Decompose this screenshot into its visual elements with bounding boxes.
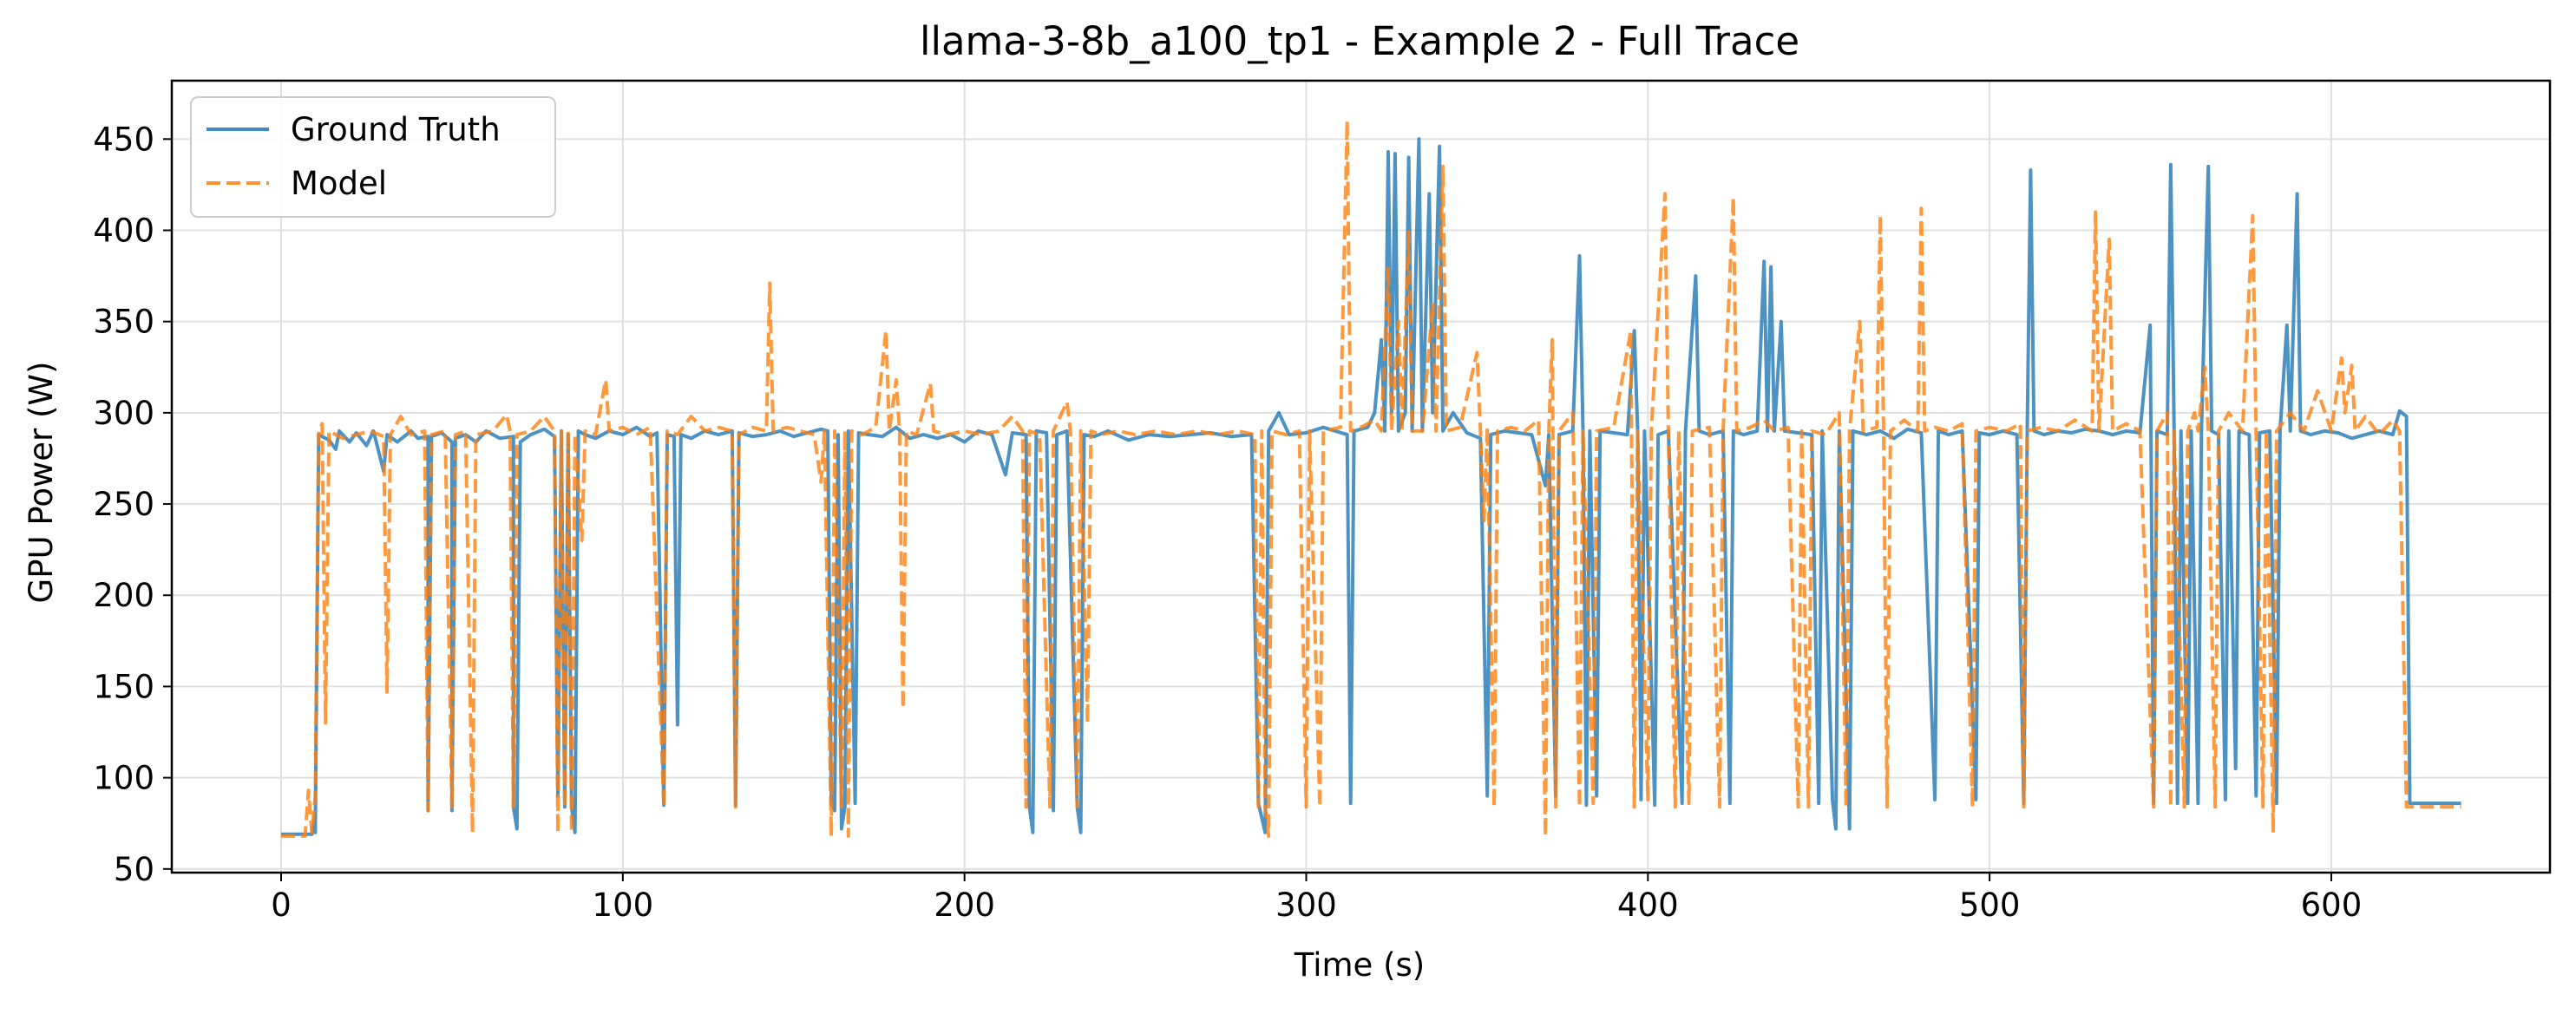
y-tick-label: 50 <box>114 851 154 888</box>
series-layer <box>281 119 2461 838</box>
plot-frame <box>170 79 2552 874</box>
legend-box <box>190 96 556 218</box>
series-line-model <box>281 119 2461 838</box>
x-axis-label: Time (s) <box>1294 946 1425 984</box>
y-axis-label: GPU Power (W) <box>23 362 60 604</box>
y-tick-label: 450 <box>93 121 154 158</box>
y-tick-label: 150 <box>93 668 154 705</box>
y-tick-label: 300 <box>93 395 154 432</box>
legend: Ground Truth Model <box>190 96 556 218</box>
x-tick-label: 300 <box>1275 886 1337 924</box>
y-tick-label: 250 <box>93 486 154 523</box>
chart-title: llama-3-8b_a100_tp1 - Example 2 - Full T… <box>920 18 1799 64</box>
x-tick-label: 0 <box>271 886 292 924</box>
y-tick-label: 350 <box>93 304 154 341</box>
x-tick-label: 600 <box>2301 886 2363 924</box>
x-tick-label: 200 <box>934 886 995 924</box>
y-tick-label: 100 <box>93 760 154 797</box>
y-tick-label: 200 <box>93 577 154 614</box>
y-tick-label: 400 <box>93 213 154 250</box>
x-tick-label: 500 <box>1959 886 2021 924</box>
x-tick-label: 400 <box>1617 886 1679 924</box>
legend-label: Ground Truth <box>291 111 501 148</box>
legend-label: Model <box>291 165 387 202</box>
axes: 0 100 200 300 400 500 600 50 100 150 200 250 300 350 4… <box>93 79 2552 924</box>
x-tick-label: 100 <box>593 886 654 924</box>
